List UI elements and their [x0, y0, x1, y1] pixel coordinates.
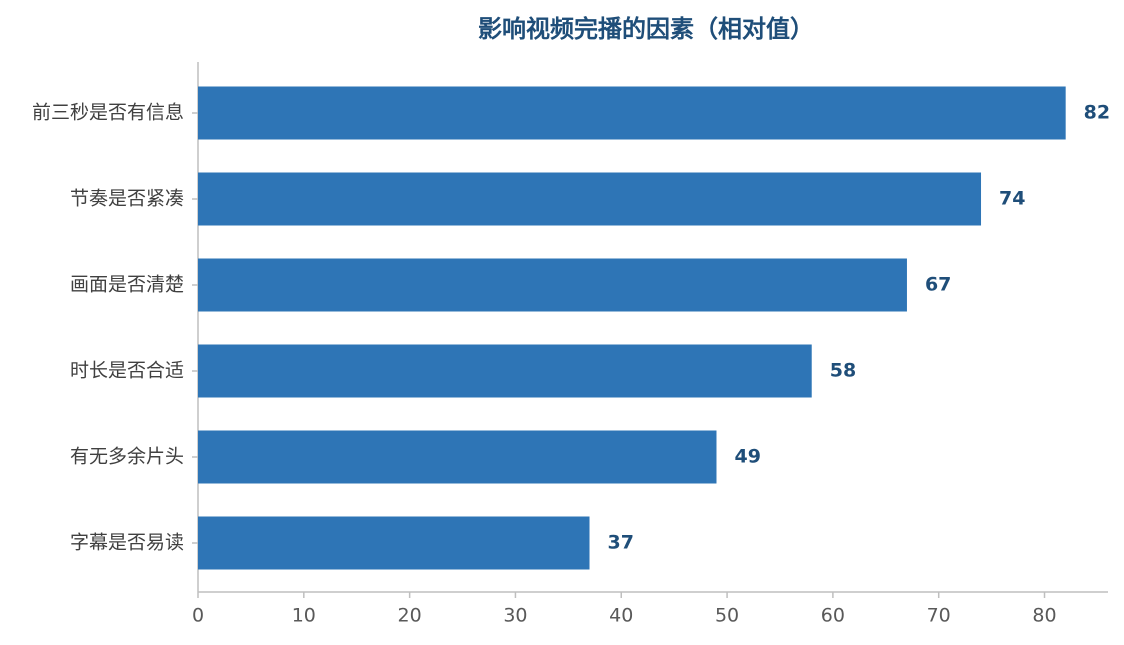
- x-tick-label: 40: [609, 605, 633, 627]
- bar: [198, 86, 1066, 140]
- x-tick-label: 70: [927, 605, 951, 627]
- y-tick-label: 时长是否合适: [70, 360, 184, 382]
- value-label: 58: [830, 360, 856, 382]
- bar: [198, 516, 590, 570]
- chart-title: 影响视频完播的因素（相对值）: [478, 15, 814, 43]
- y-tick-label: 节奏是否紧凑: [70, 188, 184, 210]
- x-tick-label: 60: [821, 605, 845, 627]
- bar: [198, 430, 717, 484]
- x-tick-label: 10: [292, 605, 316, 627]
- value-label: 82: [1084, 102, 1110, 124]
- bar: [198, 344, 812, 398]
- y-tick-label: 字幕是否易读: [70, 532, 184, 554]
- x-tick-label: 20: [398, 605, 422, 627]
- bar: [198, 172, 982, 226]
- value-label: 74: [999, 188, 1025, 210]
- y-tick-label: 有无多余片头: [70, 446, 184, 468]
- x-tick-label: 0: [192, 605, 204, 627]
- x-tick-label: 80: [1032, 605, 1056, 627]
- x-tick-label: 30: [503, 605, 527, 627]
- value-label: 49: [734, 446, 760, 468]
- value-label: 37: [608, 532, 634, 554]
- bar: [198, 258, 907, 312]
- y-tick-label: 画面是否清楚: [70, 274, 184, 296]
- value-label: 67: [925, 274, 951, 296]
- y-tick-label: 前三秒是否有信息: [32, 102, 184, 124]
- x-tick-label: 50: [715, 605, 739, 627]
